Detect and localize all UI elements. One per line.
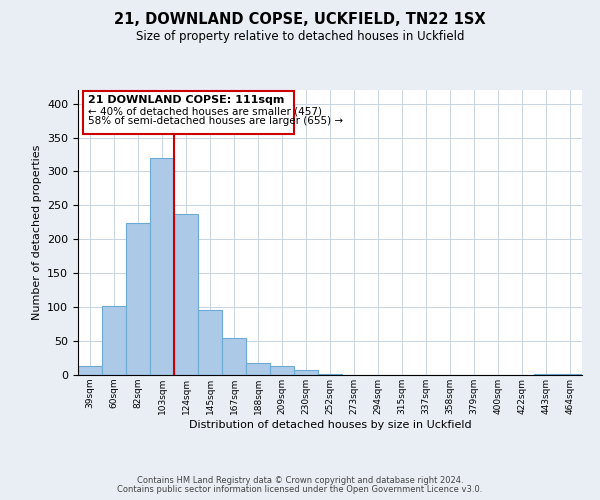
Text: ← 40% of detached houses are smaller (457): ← 40% of detached houses are smaller (45… (88, 106, 322, 117)
FancyBboxPatch shape (83, 92, 294, 134)
Y-axis label: Number of detached properties: Number of detached properties (32, 145, 41, 320)
Bar (294, 370, 318, 375)
Text: Contains public sector information licensed under the Open Government Licence v3: Contains public sector information licen… (118, 485, 482, 494)
Bar (126, 223, 150, 375)
Bar (558, 374, 582, 375)
Bar (174, 214, 198, 375)
Bar (270, 366, 294, 375)
Bar (150, 158, 174, 375)
Bar (246, 364, 270, 375)
Text: Contains HM Land Registry data © Crown copyright and database right 2024.: Contains HM Land Registry data © Crown c… (137, 476, 463, 485)
Text: 21 DOWNLAND COPSE: 111sqm: 21 DOWNLAND COPSE: 111sqm (88, 95, 284, 105)
Bar (318, 374, 342, 375)
Bar (222, 338, 246, 375)
Text: Size of property relative to detached houses in Uckfield: Size of property relative to detached ho… (136, 30, 464, 43)
X-axis label: Distribution of detached houses by size in Uckfield: Distribution of detached houses by size … (188, 420, 472, 430)
Bar (102, 306, 126, 375)
Bar (198, 310, 222, 375)
Bar (78, 366, 102, 375)
Bar (534, 374, 558, 375)
Text: 21, DOWNLAND COPSE, UCKFIELD, TN22 1SX: 21, DOWNLAND COPSE, UCKFIELD, TN22 1SX (114, 12, 486, 28)
Text: 58% of semi-detached houses are larger (655) →: 58% of semi-detached houses are larger (… (88, 116, 343, 126)
